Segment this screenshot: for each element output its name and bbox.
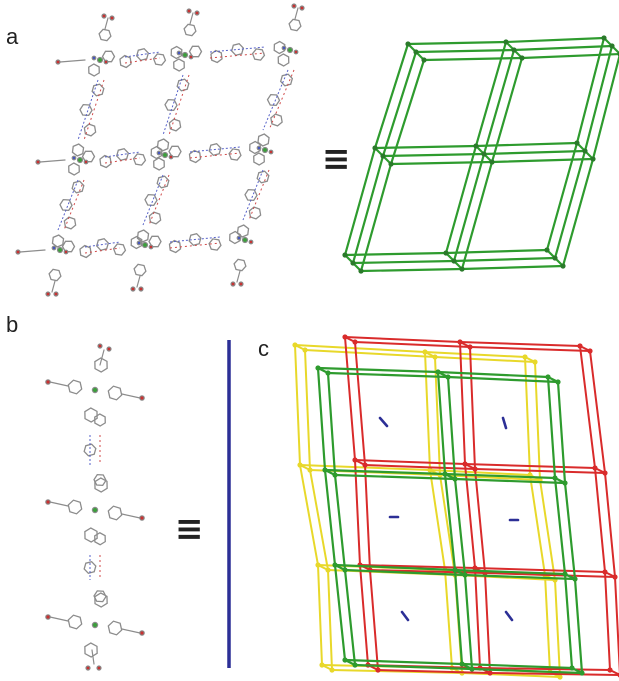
panel-c-label: c: [258, 336, 269, 361]
panel-a: a ≡: [6, 3, 619, 297]
panel-b-label: b: [6, 312, 18, 337]
panel-b-chain-structure-icon: [45, 343, 145, 671]
panel-b-equivalence-symbol: ≡: [175, 509, 204, 549]
panel-c-interpenetrated-nets-icon: [292, 334, 619, 680]
panel-a-molecular-framework-icon: [15, 3, 305, 297]
panel-a-label: a: [6, 24, 19, 49]
panel-c: c: [258, 334, 619, 680]
panel-a-green-net-icon: [342, 35, 619, 274]
panel-b: b ≡: [6, 312, 231, 671]
panel-a-equivalence-symbol: ≡: [322, 139, 351, 179]
